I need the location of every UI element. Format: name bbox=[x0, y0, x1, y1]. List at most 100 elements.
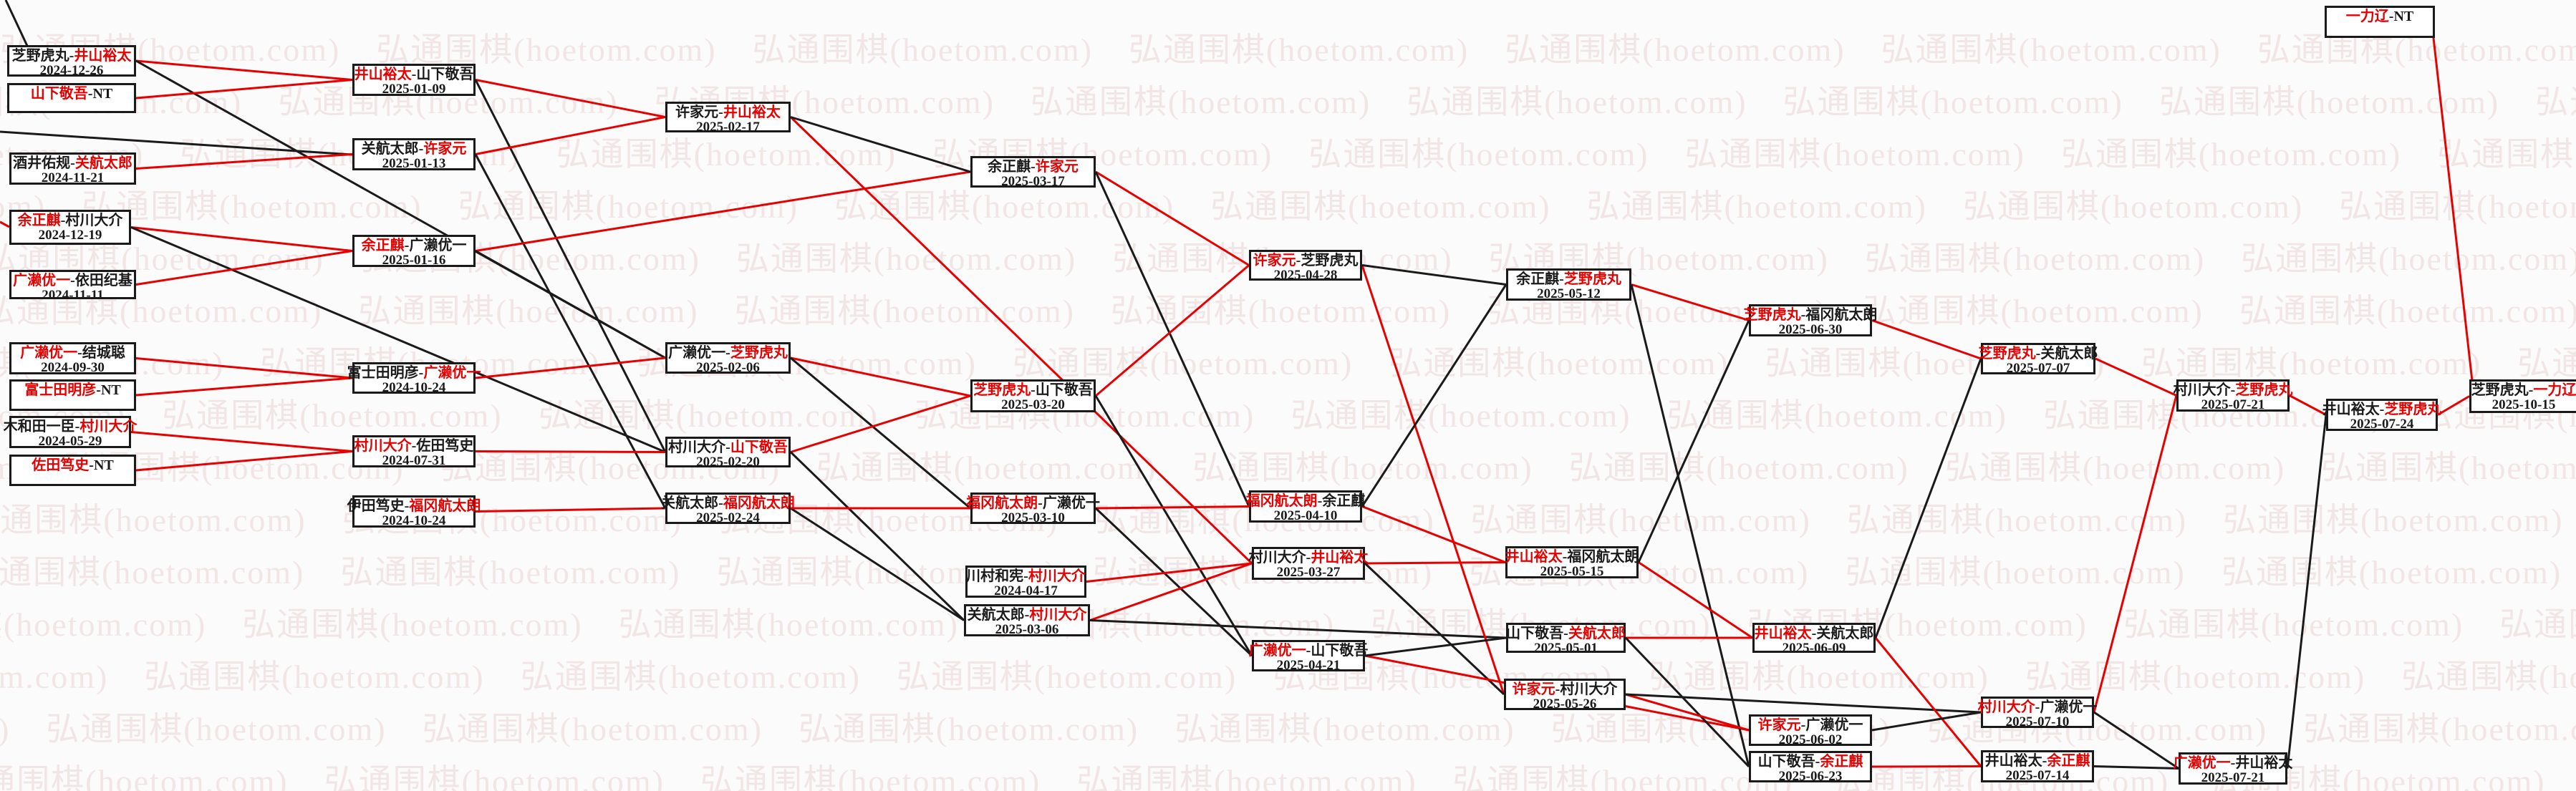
match-node[interactable]: 木和田一臣-村川大介 2024-05-29 bbox=[4, 416, 137, 449]
bracket-edge bbox=[1871, 711, 1982, 732]
player1-name: 余正麒 bbox=[988, 159, 1031, 175]
match-node[interactable]: 山下敬吾-关航太郎 2025-05-01 bbox=[1506, 623, 1626, 656]
bracket-edge bbox=[1637, 319, 1750, 563]
match-date: 2025-06-02 bbox=[1778, 732, 1843, 747]
vs-separator: - bbox=[1306, 643, 1311, 659]
match-node[interactable]: 井山裕太-余正麒 2025-07-14 bbox=[1981, 750, 2094, 783]
bracket-edge bbox=[2093, 765, 2179, 770]
match-node[interactable]: 芝野虎丸-福冈航太朗 2025-06-30 bbox=[1744, 304, 1877, 337]
match-date: 2024-04-17 bbox=[994, 583, 1058, 598]
match-node[interactable]: 村川大介-山下敬吾 2025-02-20 bbox=[665, 437, 791, 470]
player1-name: 余正麒 bbox=[1516, 271, 1560, 287]
bracket-edge bbox=[790, 356, 971, 510]
vs-separator: - bbox=[1306, 550, 1311, 566]
vs-separator: - bbox=[1559, 271, 1564, 287]
match-date: 2024-10-24 bbox=[382, 380, 446, 395]
bracket-edge-stub bbox=[4, 0, 29, 47]
match-node[interactable]: 福冈航太朗-广濑优一 2025-03-10 bbox=[966, 492, 1100, 525]
match-node[interactable]: 广濑优一-依田纪基 2024-11-11 bbox=[9, 270, 136, 303]
matchup-label: 一力辽-NT bbox=[2346, 9, 2413, 24]
matchup-label: 佐田笃史-NT bbox=[32, 458, 113, 473]
player1-name: 川村和宪 bbox=[966, 568, 1024, 584]
match-node[interactable]: 余正麒-村川大介 2024-12-19 bbox=[9, 210, 131, 245]
vs-separator: - bbox=[69, 48, 74, 64]
seed-node[interactable]: 佐田笃史-NT bbox=[9, 455, 136, 486]
player2-name: 山下敬吾 bbox=[1035, 382, 1093, 398]
match-node[interactable]: 余正麒-广濑优一 2025-01-16 bbox=[352, 235, 476, 268]
match-node[interactable]: 酒井佑规-关航太郎 2024-11-21 bbox=[9, 152, 136, 185]
matchup-label: 许家元-井山裕太 bbox=[675, 105, 781, 120]
bracket-edge bbox=[1364, 561, 1506, 565]
player1-name: 伊田笃史 bbox=[347, 498, 405, 514]
vs-separator: - bbox=[1031, 159, 1036, 175]
match-node[interactable]: 许家元-广濑优一 2025-06-02 bbox=[1749, 714, 1872, 747]
seed-node[interactable]: 一力辽-NT bbox=[2325, 6, 2435, 38]
match-date: 2024-11-21 bbox=[41, 170, 105, 185]
bracket-edge bbox=[135, 79, 353, 100]
vs-separator: - bbox=[2379, 402, 2385, 417]
match-node[interactable]: 村川大介-芝野虎丸 2025-07-21 bbox=[2174, 379, 2292, 412]
match-node[interactable]: 广濑优一-井山裕太 2025-07-21 bbox=[2174, 752, 2292, 785]
match-date: 2025-02-06 bbox=[696, 360, 760, 375]
match-node[interactable]: 芝野虎丸-井山裕太 2024-12-26 bbox=[7, 45, 136, 78]
player1-name: 芝野虎丸 bbox=[973, 382, 1031, 398]
match-node[interactable]: 广濑优一-山下敬吾 2025-04-21 bbox=[1249, 640, 1368, 673]
matchup-label: 富士田明彦-广濑优一 bbox=[347, 366, 481, 381]
match-node[interactable]: 许家元-芝野虎丸 2025-04-28 bbox=[1249, 250, 1362, 283]
match-node[interactable]: 许家元-村川大介 2025-05-26 bbox=[1504, 679, 1626, 712]
match-date: 2025-01-16 bbox=[382, 253, 446, 268]
vs-separator: - bbox=[418, 365, 424, 381]
match-node[interactable]: 关航太郎-村川大介 2025-03-06 bbox=[964, 604, 1090, 637]
match-node[interactable]: 伊田笃史-福冈航太朗 2024-10-24 bbox=[347, 495, 481, 528]
match-node[interactable]: 关航太郎-许家元 2025-01-13 bbox=[352, 138, 476, 171]
match-node[interactable]: 芝野虎丸-一力辽 2025-10-15 bbox=[2469, 379, 2576, 413]
match-date: 2025-07-07 bbox=[2006, 361, 2070, 376]
match-date: 2025-07-24 bbox=[2350, 417, 2414, 432]
match-node[interactable]: 井山裕太-芝野虎丸 2025-07-24 bbox=[2322, 399, 2441, 432]
player2-name: 山下敬吾 bbox=[1311, 643, 1369, 659]
bracket-edge bbox=[130, 226, 666, 453]
match-node[interactable]: 福冈航太朗-余正麒 2025-04-10 bbox=[1246, 490, 1365, 523]
match-node[interactable]: 关航太郎-福冈航太朗 2025-02-24 bbox=[661, 492, 795, 525]
match-node[interactable]: 富士田明彦-广濑优一 2024-10-24 bbox=[347, 362, 481, 395]
match-node[interactable]: 广濑优一-结城聪 2024-09-30 bbox=[9, 342, 136, 375]
bracket-edge bbox=[475, 507, 666, 513]
player2-name: 芝野虎丸 bbox=[2384, 402, 2442, 417]
match-node[interactable]: 山下敬吾-余正麒 2025-06-23 bbox=[1749, 751, 1872, 784]
match-node[interactable]: 井山裕太-关航太郎 2025-06-09 bbox=[1752, 623, 1876, 656]
player2-name: 井山裕太 bbox=[723, 105, 781, 120]
matchup-label: 木和田一臣-村川大介 bbox=[4, 419, 138, 435]
player2-name: 关航太郎 bbox=[74, 155, 132, 171]
bracket-edge bbox=[1094, 395, 1253, 656]
match-node[interactable]: 广濑优一-芝野虎丸 2025-02-06 bbox=[665, 342, 791, 375]
seed-node[interactable]: 富士田明彦-NT bbox=[9, 379, 136, 411]
matchup-label: 余正麒-芝野虎丸 bbox=[1516, 272, 1621, 287]
player1-name: 许家元 bbox=[1757, 717, 1801, 733]
seed-node[interactable]: 山下敬吾-NT bbox=[7, 83, 136, 113]
match-node[interactable]: 许家元-井山裕太 2025-02-17 bbox=[665, 102, 791, 135]
match-node[interactable]: 川村和宪-村川大介 2024-04-17 bbox=[965, 566, 1086, 598]
match-node[interactable]: 井山裕太-山下敬吾 2025-01-09 bbox=[352, 64, 476, 97]
player1-name: 井山裕太 bbox=[1505, 549, 1563, 565]
player1-name: 富士田明彦 bbox=[347, 365, 419, 381]
vs-separator: - bbox=[1800, 307, 1806, 323]
player2-name: 广濑优一 bbox=[1042, 495, 1100, 511]
match-node[interactable]: 井山裕太-福冈航太朗 2025-05-15 bbox=[1505, 546, 1639, 579]
match-node[interactable]: 村川大介-井山裕太 2025-03-27 bbox=[1249, 547, 1368, 580]
player1-name: 酒井佑规 bbox=[13, 155, 71, 171]
match-node[interactable]: 芝野虎丸-山下敬吾 2025-03-20 bbox=[970, 379, 1096, 412]
match-node[interactable]: 村川大介-广濑优一 2025-07-10 bbox=[1978, 697, 2098, 729]
bracket-edge bbox=[135, 59, 353, 81]
match-node[interactable]: 村川大介-佐田笃史 2024-07-31 bbox=[352, 435, 476, 468]
player2-name: 村川大介 bbox=[1560, 681, 1618, 697]
matchup-label: 井山裕太-芝野虎丸 bbox=[2322, 402, 2442, 417]
match-node[interactable]: 芝野虎丸-关航太郎 2025-07-07 bbox=[1979, 343, 2098, 376]
player2-name: 广濑优一 bbox=[2040, 699, 2098, 715]
match-node[interactable]: 余正麒-许家元 2025-03-17 bbox=[970, 156, 1096, 189]
bracket-edge bbox=[1364, 562, 1505, 696]
matchup-label: 广濑优一-山下敬吾 bbox=[1249, 644, 1369, 659]
match-node[interactable]: 余正麒-芝野虎丸 2025-05-12 bbox=[1506, 268, 1631, 301]
vs-separator: - bbox=[725, 345, 730, 361]
bracket-edge bbox=[1871, 319, 1982, 360]
